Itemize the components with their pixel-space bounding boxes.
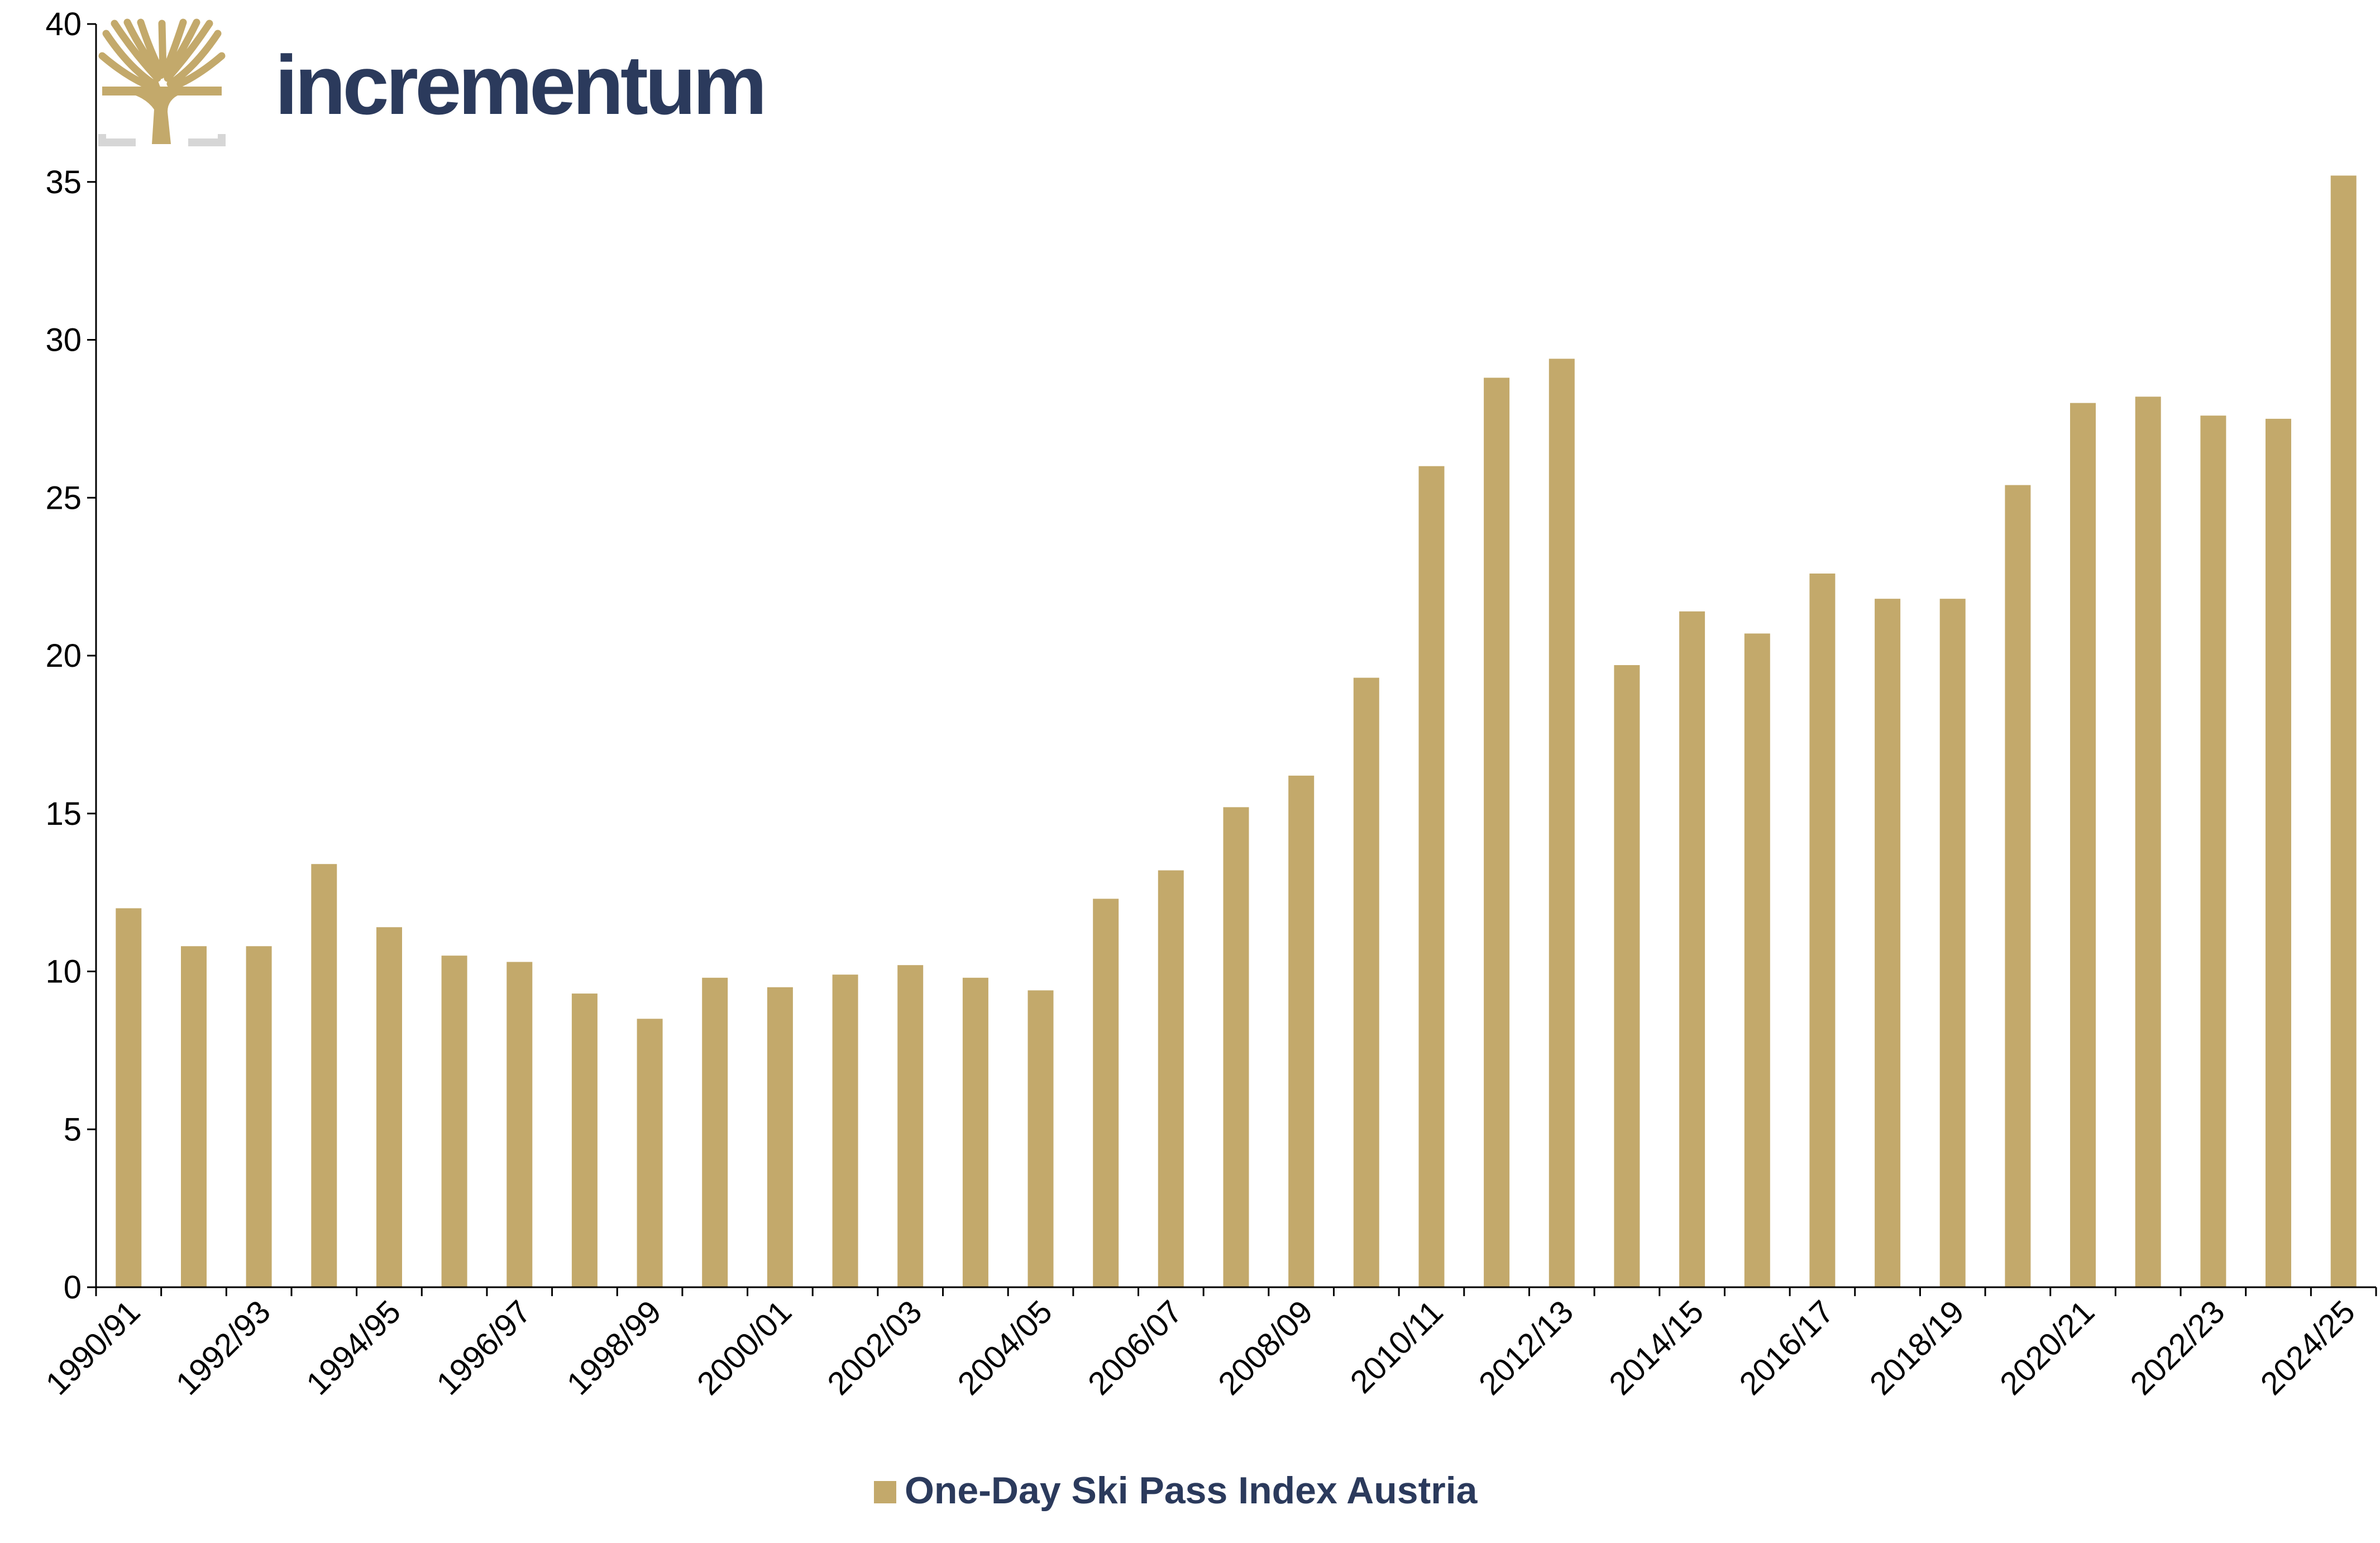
bar-2001-02 [832,974,858,1287]
x-tick-label: 1996/97 [429,1293,538,1402]
bar-2009-10 [1353,677,1379,1287]
brand-name: incrementum [275,38,764,132]
logo-frame [98,134,226,146]
x-tick-label: 1994/95 [299,1293,408,1402]
bar-2017-18 [1875,599,1901,1287]
bar-2021-22 [2135,397,2161,1287]
bar-1995-96 [441,956,467,1287]
bar-2004-05 [1027,990,1054,1287]
bar-1993-94 [311,864,337,1287]
x-tick-label: 2002/03 [820,1293,929,1402]
bar-2012-13 [1549,359,1575,1287]
y-tick-label: 5 [64,1111,82,1148]
y-tick-label: 40 [45,6,82,42]
bar-2018-19 [1939,599,1966,1287]
x-tick-label: 1992/93 [169,1293,278,1402]
x-tick-label: 2004/05 [951,1293,1059,1402]
y-tick-label: 20 [45,638,82,674]
bar-1996-97 [506,962,533,1287]
bar-2022-23 [2200,415,2226,1288]
bar-1990-91 [116,908,142,1287]
bar-2006-07 [1158,870,1184,1287]
tree-icon [98,18,226,146]
logo-band [102,87,222,95]
legend-label: One-Day Ski Pass Index Austria [905,1469,1478,1512]
bar-2020-21 [2070,403,2096,1287]
bar-1997-98 [571,993,598,1287]
x-axis: 1990/91 1992/93 1994/95 1996/97 1998/99 2000/… [39,1286,2377,1402]
x-tick-label: 2022/23 [2123,1293,2231,1402]
bar-2024-25 [2330,175,2357,1287]
bar-1991-92 [181,946,207,1287]
x-tick-label: 1990/91 [39,1293,147,1402]
bar-2010-11 [1418,466,1445,1288]
bar-2000-01 [767,987,793,1287]
x-tick-label: 1998/99 [560,1293,668,1402]
bar-2002-03 [897,965,924,1287]
bar-2023-24 [2266,418,2291,1287]
bar-2014-15 [1679,611,1705,1287]
bar-1999-00 [702,977,728,1287]
bar-1992-93 [246,946,272,1287]
bar-2015-16 [1744,633,1770,1287]
legend: One-Day Ski Pass Index Austria [874,1469,1478,1512]
incrementum-logo: incrementum [98,18,767,146]
x-tick-label: 2000/01 [690,1293,799,1402]
y-tick-label: 10 [45,954,82,990]
bar-2019-20 [2005,485,2031,1287]
x-tick-label: 2018/19 [1863,1293,1971,1402]
y-tick-label: 0 [64,1269,82,1306]
y-tick-label: 30 [45,322,82,359]
bar-1994-95 [376,927,402,1287]
bar-2013-14 [1614,665,1640,1287]
bar-2007-08 [1223,807,1249,1287]
bar-2003-04 [962,977,988,1287]
x-tick-label: 2020/21 [1993,1293,2101,1402]
x-tick-label: 2014/15 [1602,1293,1710,1402]
y-tick-label: 35 [45,164,82,200]
legend-swatch [874,1481,896,1503]
logo-trunk [123,71,189,144]
x-tick-label: 2006/07 [1081,1293,1189,1402]
bar-2016-17 [1809,574,1836,1287]
bar-2011-12 [1484,378,1510,1287]
bar-1998-99 [637,1019,663,1287]
x-tick-label: 2008/09 [1211,1293,1320,1402]
x-tick-label: 2024/25 [2254,1293,2362,1402]
x-tick-label: 2010/11 [1343,1293,1450,1400]
logo-branches [98,18,226,91]
y-tick-label: 25 [45,480,82,516]
bar-2008-09 [1288,775,1315,1287]
bars-group [116,175,2357,1288]
bar-2005-06 [1093,899,1119,1287]
y-axis: 0 5 10 15 20 25 30 35 40 [45,6,97,1306]
x-tick-label: 2016/17 [1732,1293,1841,1402]
y-tick-label: 15 [45,796,82,832]
x-tick-label: 2012/13 [1472,1293,1580,1402]
